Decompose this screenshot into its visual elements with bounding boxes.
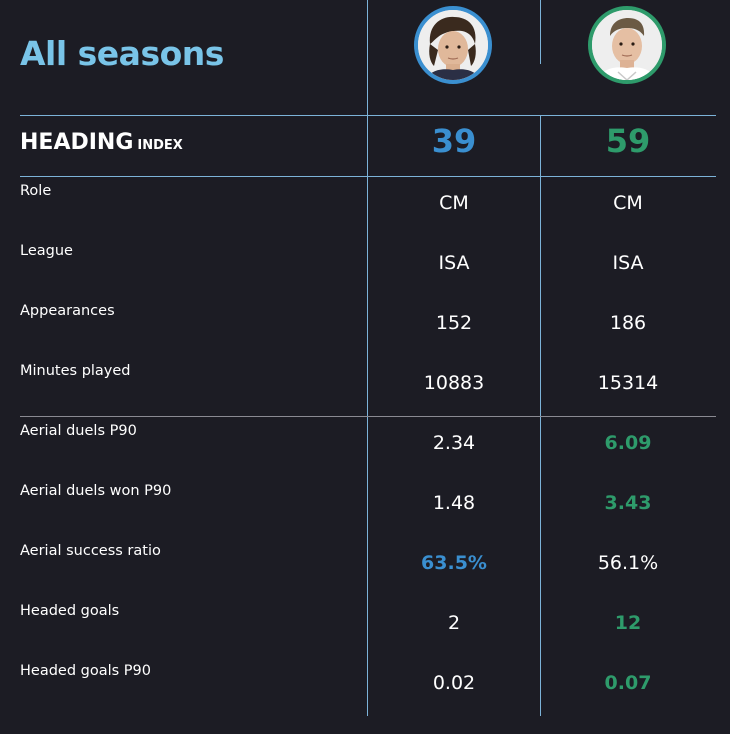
cell-minutes-played-left: 10883 <box>423 372 485 394</box>
cell-appearances-left: 152 <box>435 312 473 334</box>
divider-section <box>20 416 716 417</box>
divider-under-header <box>20 115 716 116</box>
player-right-index: 59 <box>605 122 651 160</box>
cell-minutes-played-right: 15314 <box>597 372 659 394</box>
divider-under-index <box>20 176 716 177</box>
cell-appearances-right: 186 <box>609 312 647 334</box>
cell-headed-goals-left: 2 <box>447 612 461 634</box>
cell-aerial-duels-won-p90-left: 1.48 <box>432 492 476 514</box>
heading-index-main: HEADING <box>20 130 134 155</box>
heading-index-label: HEADING INDEX <box>20 130 183 155</box>
cell-headed-goals-right: 12 <box>614 612 642 634</box>
cell-aerial-success-ratio-right: 56.1% <box>597 552 659 574</box>
row-label-league: League <box>20 243 73 259</box>
cell-aerial-duels-p90-left: 2.34 <box>432 432 476 454</box>
cell-aerial-success-ratio-left: 63.5% <box>421 552 487 574</box>
cell-role-right: CM <box>613 192 643 214</box>
column-divider-left <box>367 0 368 716</box>
column-divider-middle <box>540 0 541 64</box>
page-title: All seasons <box>20 34 224 73</box>
player-avatar-right-icon <box>592 10 662 80</box>
cell-league-right: ISA <box>612 252 644 274</box>
heading-index-sub: INDEX <box>137 138 183 153</box>
cell-aerial-duels-won-p90-right: 3.43 <box>604 492 652 514</box>
row-label-minutes-played: Minutes played <box>20 363 131 379</box>
row-label-aerial-duels-won-p90: Aerial duels won P90 <box>20 483 172 499</box>
row-label-headed-goals-p90: Headed goals P90 <box>20 663 151 679</box>
row-label-role: Role <box>20 183 52 199</box>
row-label-aerial-success-ratio: Aerial success ratio <box>20 543 161 559</box>
player-avatar-right[interactable] <box>588 6 666 84</box>
cell-headed-goals-p90-right: 0.07 <box>604 672 652 694</box>
row-label-headed-goals: Headed goals <box>20 603 120 619</box>
cell-aerial-duels-p90-right: 6.09 <box>604 432 652 454</box>
player-avatar-left[interactable] <box>414 6 492 84</box>
cell-role-left: CM <box>439 192 469 214</box>
player-avatar-left-icon <box>418 10 488 80</box>
cell-headed-goals-p90-left: 0.02 <box>432 672 476 694</box>
cell-league-left: ISA <box>438 252 470 274</box>
player-left-index: 39 <box>431 122 477 160</box>
row-label-aerial-duels-p90: Aerial duels P90 <box>20 423 137 439</box>
row-label-appearances: Appearances <box>20 303 115 319</box>
